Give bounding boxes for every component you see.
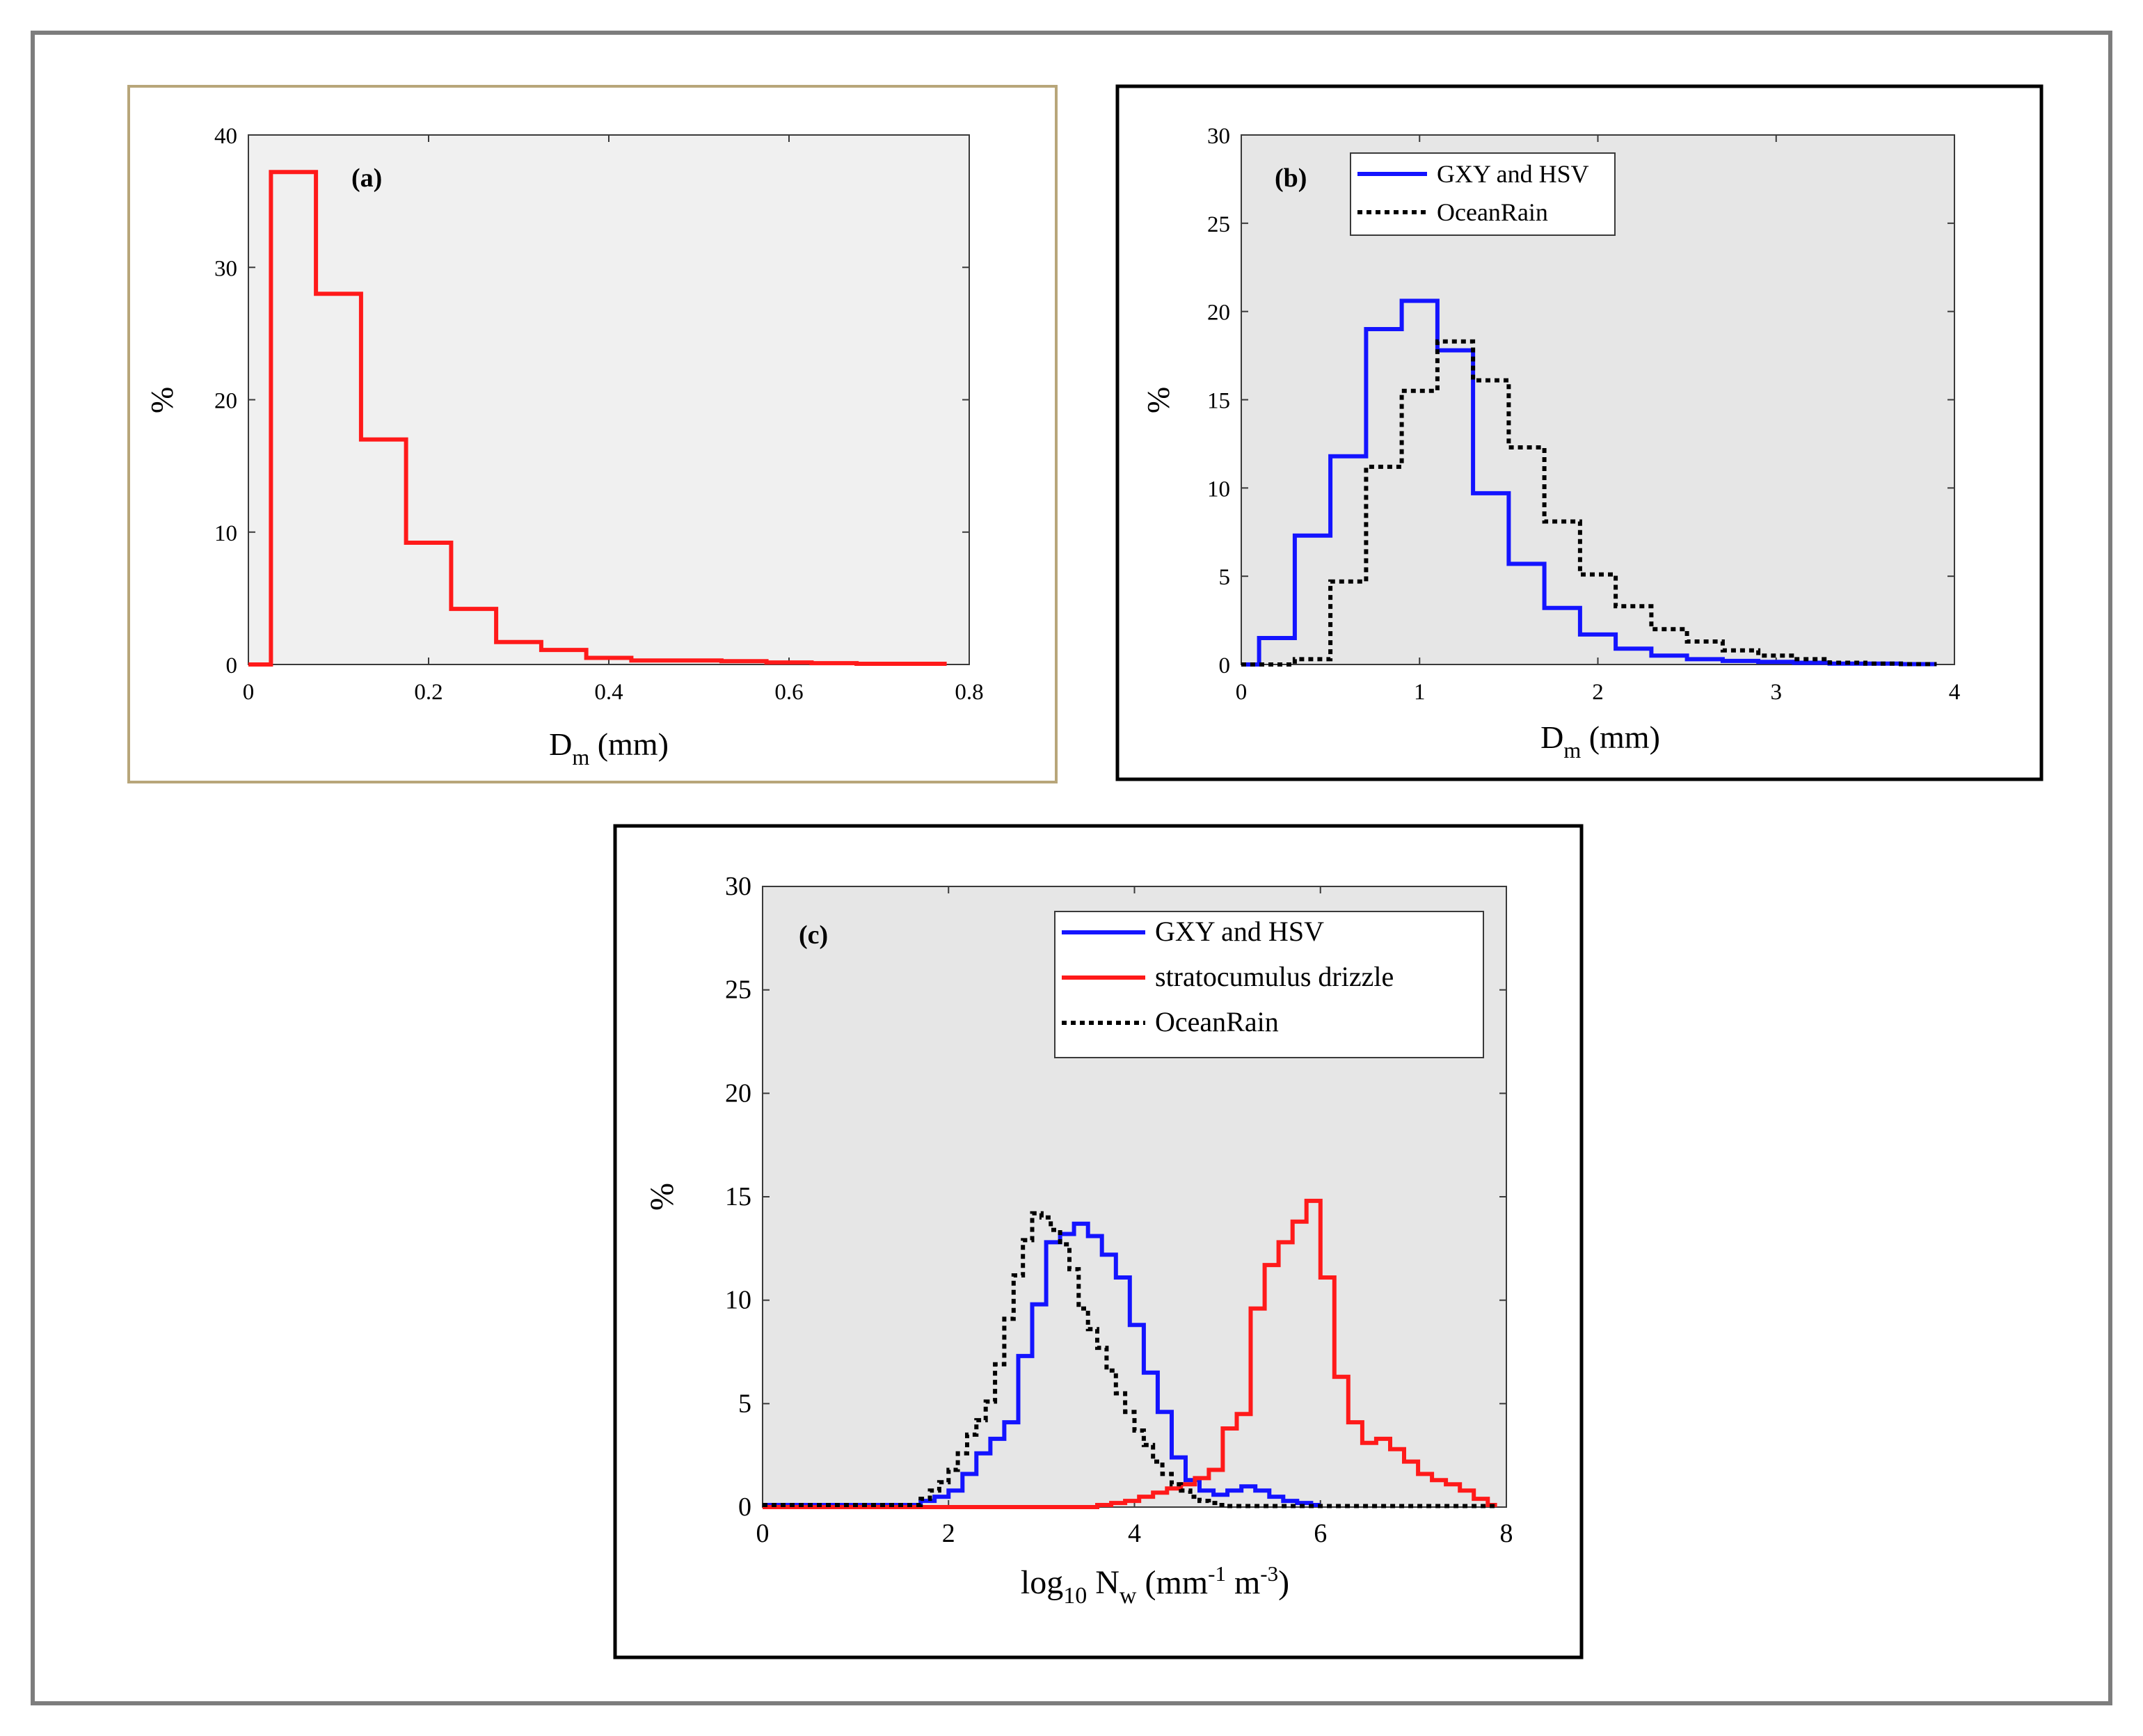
y-tick-label: 15 xyxy=(725,1182,751,1211)
y-tick-label: 0 xyxy=(1219,653,1231,678)
y-tick-label: 20 xyxy=(725,1078,751,1108)
y-tick-label: 30 xyxy=(1207,124,1230,149)
panel-label: (c) xyxy=(799,921,828,950)
y-tick-label: 15 xyxy=(1207,389,1230,414)
x-tick-label: 8 xyxy=(1500,1519,1513,1548)
legend-box xyxy=(1054,911,1484,1058)
x-tick-label: 6 xyxy=(1314,1519,1327,1548)
series-line-dm-distribution xyxy=(248,170,947,667)
y-tick-label: 20 xyxy=(1207,301,1230,326)
legend-entry: GXY and HSV xyxy=(1437,160,1589,188)
y-tick-label: 0 xyxy=(226,653,238,678)
series-line-gxy-and-hsv xyxy=(1241,298,1937,667)
y-tick-label: 10 xyxy=(725,1286,751,1315)
panel-a-chart: 0 0.2 0.4 0.6 0.8 0 10 20 30 40% Dm (mm) (a) xyxy=(144,124,984,770)
panel-label: (a) xyxy=(351,164,382,193)
legend-entry: GXY and HSV xyxy=(1155,916,1324,947)
x-tick-label: 0.4 xyxy=(594,680,623,705)
series-line-stratocumulus-drizzle xyxy=(763,1198,1497,1509)
x-tick-label: 0.8 xyxy=(955,680,983,705)
y-tick-label: 10 xyxy=(214,521,237,546)
series-line-oceanrain xyxy=(1241,339,1937,667)
y-tick-label: 0 xyxy=(738,1492,751,1522)
series-line-gxy-and-hsv xyxy=(763,1221,1321,1507)
panel-label: (b) xyxy=(1275,164,1307,193)
y-tick-label: 10 xyxy=(1207,477,1230,502)
x-tick-label: 1 xyxy=(1414,680,1426,705)
x-tick-label: 2 xyxy=(1592,680,1604,705)
panel-c-chart: 0 2 4 6 8 0 5 10 15 20 25 30% log10 Nw (mm-1 m-3) (c)… xyxy=(644,872,1513,1609)
y-tick-label: 25 xyxy=(725,975,751,1005)
x-tick-label: 4 xyxy=(1949,680,1961,705)
x-axis-label: Dm (mm) xyxy=(549,726,669,770)
y-tick-label: 30 xyxy=(725,872,751,901)
plot-area-a xyxy=(248,134,970,665)
x-tick-label: 0 xyxy=(756,1519,770,1548)
y-axis-label: % xyxy=(644,1183,680,1211)
y-axis-label: % xyxy=(1140,387,1176,413)
y-tick-label: 25 xyxy=(1207,212,1230,237)
y-tick-label: 40 xyxy=(214,124,237,149)
y-axis-label: % xyxy=(144,387,180,413)
x-axis-label: Dm (mm) xyxy=(1540,719,1660,763)
legend-entry: OceanRain xyxy=(1437,198,1548,226)
y-tick-label: 20 xyxy=(214,389,237,414)
y-tick-label: 5 xyxy=(1219,565,1231,590)
x-tick-label: 4 xyxy=(1128,1519,1141,1548)
legend-entry: stratocumulus drizzle xyxy=(1155,961,1394,992)
series-line-oceanrain xyxy=(763,1211,1497,1508)
panel-b-chart: 0 1 2 3 4 0 5 10 15 20 25 30% Dm (mm) (b) GXY and HSV O… xyxy=(1140,124,1960,763)
y-tick-label: 5 xyxy=(738,1389,751,1418)
legend-box xyxy=(1350,152,1616,236)
x-axis-label: log10 Nw (mm-1 m-3) xyxy=(1021,1561,1289,1609)
x-tick-label: 0.6 xyxy=(774,680,803,705)
x-tick-label: 2 xyxy=(942,1519,955,1548)
x-tick-label: 0 xyxy=(243,680,255,705)
x-tick-label: 0 xyxy=(1236,680,1248,705)
x-tick-label: 3 xyxy=(1771,680,1783,705)
y-tick-label: 30 xyxy=(214,256,237,281)
legend-entry: OceanRain xyxy=(1155,1006,1279,1037)
x-tick-label: 0.2 xyxy=(414,680,443,705)
